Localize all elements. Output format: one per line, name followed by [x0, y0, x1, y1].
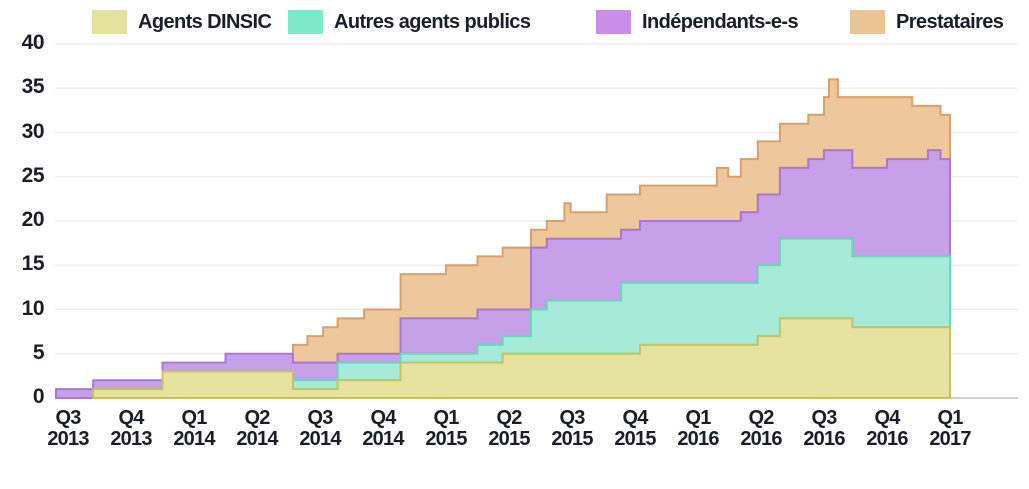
x-axis-label-quarter: Q3	[559, 407, 585, 429]
x-axis-label-quarter: Q2	[496, 407, 522, 429]
y-axis-label: 35	[21, 75, 45, 99]
x-axis-label: Q4 2014	[351, 408, 415, 450]
x-axis-label: Q4 2013	[99, 408, 163, 450]
x-axis-label-quarter: Q4	[874, 407, 900, 429]
x-axis-label-year: 2014	[173, 428, 215, 450]
legend-label: Autres agents publics	[334, 10, 531, 33]
x-axis-label: Q1 2015	[414, 408, 478, 450]
x-axis-label-year: 2015	[425, 428, 467, 450]
x-axis-label-quarter: Q3	[55, 407, 81, 429]
x-axis-label-year: 2015	[488, 428, 530, 450]
x-axis-label-year: 2015	[614, 428, 656, 450]
x-axis-label-year: 2013	[47, 428, 89, 450]
x-axis-label: Q4 2015	[603, 408, 667, 450]
y-axis-label: 5	[32, 340, 45, 364]
x-axis-label-quarter: Q4	[622, 407, 648, 429]
y-axis-label: 15	[21, 252, 45, 276]
x-axis-label: Q1 2014	[162, 408, 226, 450]
x-axis-label-year: 2016	[677, 428, 719, 450]
y-axis-label: 10	[21, 296, 45, 320]
legend-item-autres-agents-publics: Autres agents publics	[288, 8, 531, 36]
x-axis-label-year: 2014	[236, 428, 278, 450]
y-axis-label: 20	[21, 208, 45, 231]
x-axis-label: Q1 2016	[666, 408, 730, 450]
legend-swatch-icon	[596, 10, 631, 34]
x-axis-label: Q4 2016	[855, 408, 919, 450]
x-axis-label-quarter: Q1	[433, 407, 459, 429]
x-axis-label-quarter: Q1	[181, 407, 207, 429]
x-axis-label-year: 2017	[929, 428, 971, 450]
area-series-agents-dinsic	[92, 317, 951, 399]
x-axis-label-year: 2016	[740, 428, 782, 450]
x-axis-label-year: 2014	[299, 428, 341, 450]
x-axis-label-year: 2016	[803, 428, 845, 450]
legend-label: Prestataires	[896, 10, 1004, 33]
legend-swatch-icon	[850, 10, 885, 34]
x-axis-label-quarter: Q4	[370, 407, 396, 429]
y-axis-label: 40	[21, 31, 45, 54]
legend-item-independants-e-s: Indépendants-e-s	[596, 8, 799, 36]
legend-swatch-icon	[92, 10, 127, 34]
x-axis-label: Q3 2014	[288, 408, 352, 450]
x-axis-label: Q3 2015	[540, 408, 604, 450]
x-axis-label-quarter: Q4	[118, 407, 144, 429]
x-axis-label-quarter: Q3	[307, 407, 333, 429]
x-axis-label-year: 2016	[866, 428, 908, 450]
y-axis-label: 25	[21, 163, 45, 187]
x-axis-label: Q3 2013	[36, 408, 100, 450]
x-axis-label-quarter: Q1	[685, 407, 711, 429]
x-axis-label-quarter: Q2	[244, 407, 270, 429]
y-axis-label: 0	[32, 385, 45, 408]
legend-item-prestataires: Prestataires	[850, 8, 1004, 36]
x-axis-label: Q2 2016	[729, 408, 793, 450]
x-axis-label-quarter: Q1	[937, 407, 963, 429]
x-axis-label-quarter: Q2	[748, 407, 774, 429]
legend-item-agents-dinsic: Agents DINSIC	[92, 8, 272, 36]
legend-label: Indépendants-e-s	[642, 10, 799, 33]
x-axis-label-quarter: Q3	[811, 407, 837, 429]
legend-label: Agents DINSIC	[138, 10, 272, 33]
x-axis-label-year: 2013	[110, 428, 152, 450]
x-axis-label: Q2 2015	[477, 408, 541, 450]
x-axis-label: Q2 2014	[225, 408, 289, 450]
x-axis-label-year: 2014	[362, 428, 404, 450]
x-axis-label: Q3 2016	[792, 408, 856, 450]
legend-swatch-icon	[288, 10, 323, 34]
x-axis-label-year: 2015	[551, 428, 593, 450]
x-axis-label: Q1 2017	[918, 408, 982, 450]
y-axis-label: 30	[21, 119, 45, 143]
